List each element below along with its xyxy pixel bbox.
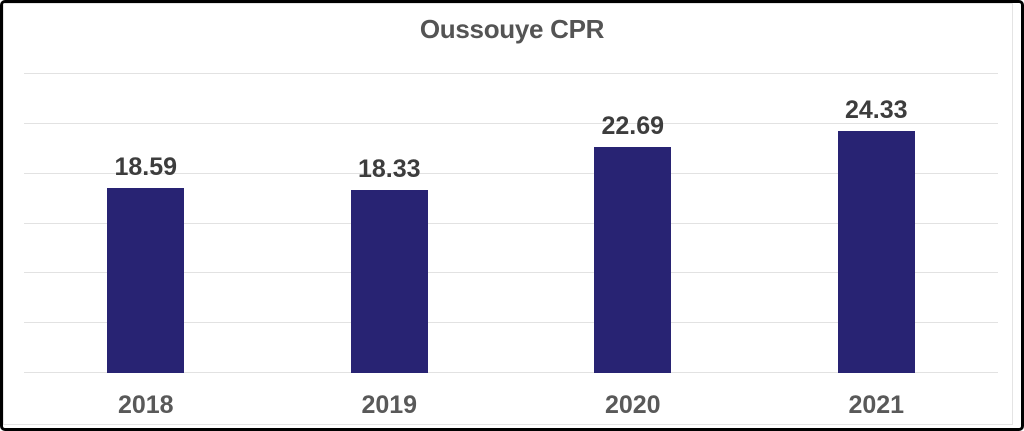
gridline — [24, 272, 998, 274]
x-axis-label-2020: 2020 — [604, 391, 661, 419]
gridline — [24, 73, 998, 74]
bar-2021 — [837, 130, 915, 373]
gridline — [24, 172, 998, 174]
x-axis: 2018 2019 2020 2021 — [24, 390, 998, 422]
x-axis-label-2021: 2021 — [848, 391, 905, 419]
bar-value-label: 22.69 — [601, 111, 665, 140]
gridline — [24, 372, 998, 373]
bar-2018 — [107, 187, 185, 373]
x-axis-label-2018: 2018 — [117, 391, 174, 419]
x-axis-label-2019: 2019 — [361, 391, 418, 419]
gridline — [24, 122, 998, 124]
gridline — [24, 222, 998, 224]
plot-area: 18.59 18.33 22.69 24.33 — [24, 73, 998, 373]
bar-value-label: 24.33 — [844, 95, 908, 124]
bar-value-label: 18.33 — [357, 155, 421, 184]
chart-title: Oussouye CPR — [419, 14, 605, 44]
bar-2019 — [350, 190, 428, 373]
bar-value-label: 18.59 — [114, 152, 178, 181]
gridline — [24, 322, 998, 324]
bar-2020 — [594, 146, 672, 373]
